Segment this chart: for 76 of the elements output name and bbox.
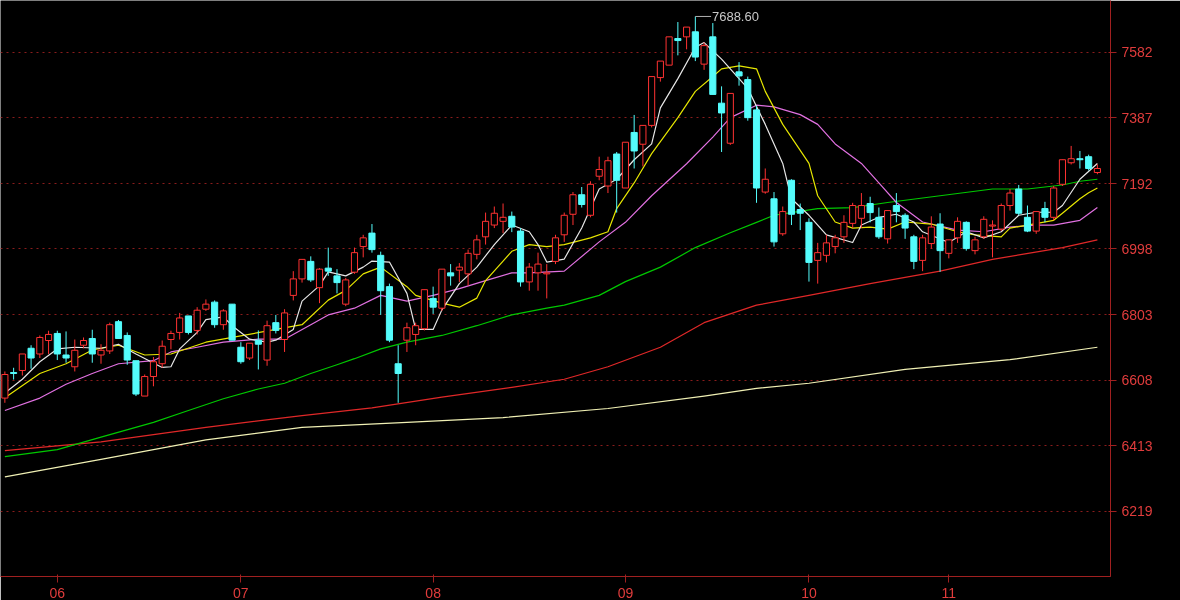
line-series — [4, 178, 1098, 458]
candlestick — [88, 329, 96, 364]
candlestick — [901, 212, 909, 240]
candlestick — [683, 26, 691, 50]
candlestick — [333, 268, 341, 294]
candlestick — [945, 239, 953, 259]
y-tick-label: 6413 — [1121, 437, 1153, 454]
candlestick — [447, 263, 455, 287]
x-tick-label: 11 — [941, 584, 957, 600]
candlestick — [272, 314, 280, 334]
candlestick — [674, 21, 682, 56]
y-tick-label: 6219 — [1121, 503, 1153, 520]
candlestick — [866, 196, 874, 223]
candlestick — [1032, 211, 1040, 235]
x-tick-label: 10 — [801, 584, 817, 600]
candlestick — [202, 298, 210, 312]
candlestick — [324, 247, 332, 277]
candlestick — [700, 42, 708, 71]
candlestick — [315, 267, 324, 304]
y-tick-label: 6998 — [1121, 240, 1153, 257]
candlestick — [482, 212, 490, 246]
candlestick — [1041, 201, 1049, 223]
candlestick — [796, 203, 804, 231]
candlestick — [211, 299, 219, 329]
candlestick — [18, 353, 26, 377]
candlestick — [953, 216, 962, 244]
candlestick — [193, 306, 201, 335]
candlestick — [114, 319, 123, 339]
candlestick — [359, 234, 367, 258]
line-series — [4, 346, 1098, 478]
candlestick — [630, 114, 638, 169]
x-tick-label: 09 — [617, 584, 634, 600]
candlestick — [857, 192, 865, 229]
candlestick — [892, 192, 900, 223]
candlestick — [988, 219, 997, 258]
candlestick — [254, 329, 262, 370]
candlestick — [62, 330, 70, 364]
candlestick — [368, 223, 376, 254]
candlestick — [219, 308, 227, 331]
candlestick — [980, 215, 988, 240]
y-tick-label: 6803 — [1121, 306, 1153, 323]
line-series — [4, 239, 1098, 452]
candlestick — [927, 215, 935, 250]
candlestick — [184, 315, 192, 335]
candlestick — [560, 212, 568, 243]
y-tick-label: 7192 — [1121, 175, 1153, 192]
x-tick-label: 07 — [233, 584, 249, 600]
candlestick — [53, 330, 61, 361]
candlestick — [394, 344, 402, 404]
candlestick — [761, 167, 769, 195]
x-tick-label: 08 — [425, 584, 442, 600]
candlestick — [1023, 205, 1032, 233]
candlestick — [141, 374, 149, 397]
candlestick — [578, 186, 586, 209]
y-tick-label: 7387 — [1121, 109, 1153, 126]
candlestick — [307, 255, 315, 283]
candlestick — [919, 234, 927, 272]
candlestick — [735, 61, 743, 87]
candlestick — [814, 242, 822, 285]
y-tick-label: 7582 — [1121, 44, 1153, 61]
candlestick — [71, 339, 79, 372]
annotation: 7688.60 — [711, 8, 759, 24]
candlestick — [718, 85, 726, 153]
y-tick-label: 6608 — [1121, 372, 1153, 389]
candlestick — [875, 207, 883, 240]
candlestick — [429, 286, 437, 315]
candlestick — [569, 191, 577, 226]
candlestick — [350, 247, 359, 275]
candlestick — [27, 344, 35, 370]
candlestick — [167, 330, 175, 350]
x-tick-label: 06 — [49, 584, 66, 600]
candlestick — [551, 234, 560, 265]
candlestick — [237, 341, 245, 365]
candlestick — [779, 206, 787, 237]
candlestick — [508, 211, 516, 233]
candlestick — [176, 312, 184, 340]
